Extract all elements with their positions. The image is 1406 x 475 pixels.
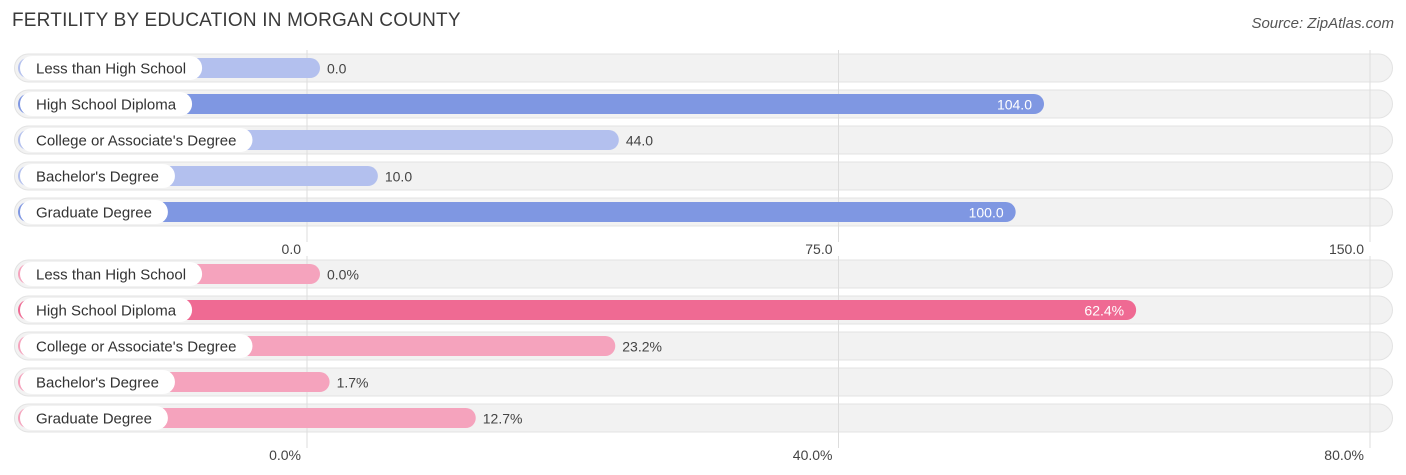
category-label-bg xyxy=(20,370,175,394)
bar xyxy=(18,300,1137,320)
bar-track xyxy=(14,259,1393,289)
value-label: 10.0 xyxy=(385,169,412,185)
fertility-percent-chart: Less than High School 0.0% High School Dip… xyxy=(14,256,1393,463)
category-label: Graduate Degree xyxy=(36,411,152,428)
tick-label: 0.0% xyxy=(269,447,301,463)
category-label-bg xyxy=(20,200,168,224)
bar xyxy=(18,202,1016,222)
value-label: 62.4% xyxy=(1084,303,1124,319)
tick-label: 0.0 xyxy=(282,241,302,256)
category-label: Less than High School xyxy=(36,267,186,284)
category-label: Bachelor's Degree xyxy=(36,375,159,392)
value-label: 1.7% xyxy=(337,375,369,391)
category-label-bg xyxy=(20,92,193,116)
value-label: 12.7% xyxy=(483,411,523,427)
value-label: 100.0 xyxy=(969,205,1004,221)
bar-track xyxy=(14,53,1393,83)
category-label-bg xyxy=(20,56,203,80)
value-label: 23.2% xyxy=(622,339,662,355)
tick-label: 150.0 xyxy=(1329,241,1364,256)
tick-label: 75.0 xyxy=(805,241,832,256)
category-label-bg xyxy=(20,406,168,430)
category-label-bg xyxy=(20,262,203,286)
tick-label: 80.0% xyxy=(1324,447,1364,463)
value-label: 44.0 xyxy=(626,133,653,149)
category-label-bg xyxy=(20,298,193,322)
category-label: Bachelor's Degree xyxy=(36,169,159,186)
value-label: 104.0 xyxy=(997,97,1032,113)
source-label: Source: ZipAtlas.com xyxy=(1251,15,1394,32)
category-label: Graduate Degree xyxy=(36,205,152,222)
category-label: High School Diploma xyxy=(36,97,177,114)
tick-label: 40.0% xyxy=(793,447,833,463)
category-label: College or Associate's Degree xyxy=(36,133,236,150)
category-label-bg xyxy=(20,334,253,358)
category-label: College or Associate's Degree xyxy=(36,339,236,356)
bar-track xyxy=(14,367,1393,397)
value-label: 0.0% xyxy=(327,267,359,283)
chart-title: FERTILITY BY EDUCATION IN MORGAN COUNTY xyxy=(12,10,461,31)
fertility-count-chart: Less than High School 0.0 High School Dipl… xyxy=(14,50,1393,256)
category-label-bg xyxy=(20,164,175,188)
value-label: 0.0 xyxy=(327,61,347,77)
category-label: Less than High School xyxy=(36,61,186,78)
category-label: High School Diploma xyxy=(36,303,177,320)
category-label-bg xyxy=(20,128,253,152)
bar xyxy=(18,94,1045,114)
